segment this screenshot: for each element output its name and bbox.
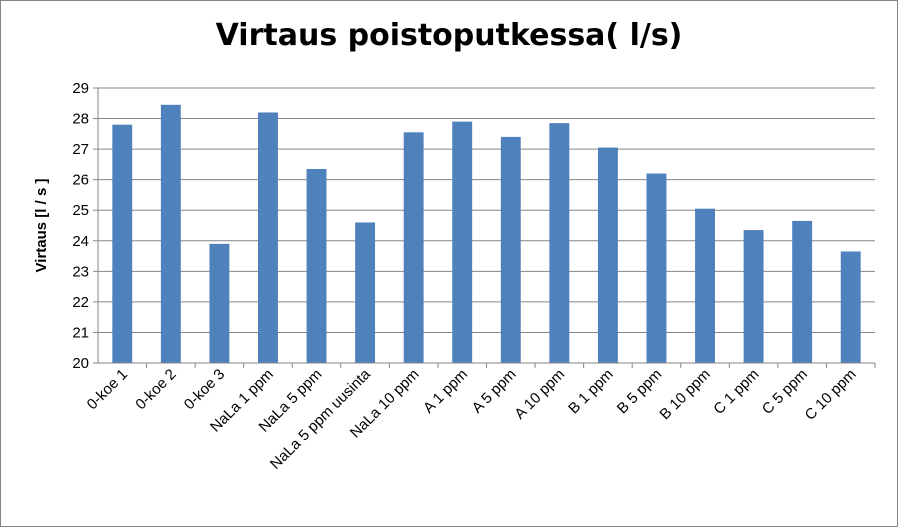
y-tick-labels: 20 21 22 23 24 25 26 27 28 29 [72,80,89,372]
y-tick-label: 22 [72,294,89,311]
x-tick-label: 0-koe 3 [181,366,228,413]
x-tick-label: B 10 ppm [656,366,713,423]
bar [160,104,181,364]
bar [743,230,764,363]
y-axis-label: Virtaus [l / s ] [33,179,50,273]
x-tick-label: 0-koe 1 [84,366,131,413]
axes [93,87,876,368]
bar [258,112,278,363]
x-tick-label: C 10 ppm [802,366,860,424]
y-tick-label: 23 [72,263,89,280]
bar [500,136,521,363]
bar [646,173,667,363]
y-tick-label: 29 [72,80,89,97]
bar [112,124,133,364]
y-tick-label: 27 [72,141,89,158]
y-tick-label: 20 [72,355,89,372]
x-tick-label: C 1 ppm [710,366,762,418]
x-tick-label: A 1 ppm [420,366,471,417]
bar [597,147,618,363]
bar [306,168,327,363]
x-tick-label: A 10 ppm [511,366,568,423]
y-tick-label: 28 [72,111,89,128]
bar [840,251,861,363]
bar [792,220,813,363]
y-tick-label: 25 [72,202,89,219]
x-tick-label: 0-koe 2 [132,366,179,413]
bar [695,208,715,363]
bar [549,123,570,363]
bar [209,243,230,363]
bar [452,121,473,363]
bar [403,132,424,363]
bar [355,222,376,363]
y-tick-label: 24 [72,233,89,250]
y-tick-label: 21 [72,324,89,341]
x-tick-label: B 1 ppm [565,366,617,418]
y-tick-label: 26 [72,172,89,189]
chart-title: Virtaus poistoputkessa( l/s) [215,18,683,53]
bars [112,104,861,364]
